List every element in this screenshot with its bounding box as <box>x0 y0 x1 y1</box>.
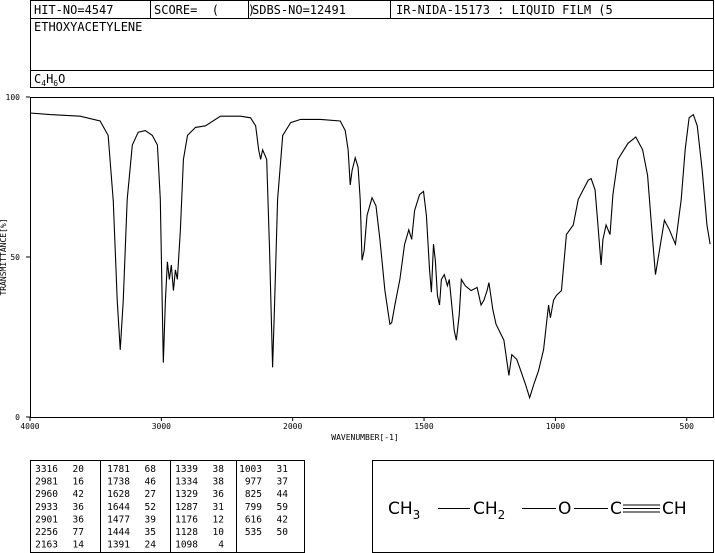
atom: C <box>610 499 622 519</box>
peak-wavenumber: 1477 <box>107 514 130 525</box>
peak-transmittance: 50 <box>277 527 289 538</box>
peak-wavenumber: 1628 <box>107 489 130 500</box>
peak-transmittance: 36 <box>73 514 85 525</box>
peak-transmittance: 36 <box>73 502 85 513</box>
peak-table: 3316 20 2981 16 2960 42 2933 36 2901 36 2256 77 2163… <box>35 460 288 553</box>
x-tick-label: 1000 <box>546 422 565 431</box>
atom-group: CH3 <box>388 499 420 522</box>
x-tick-label: 1500 <box>414 422 433 431</box>
peak-wavenumber: 535 <box>245 527 262 538</box>
peak-wavenumber: 825 <box>245 489 262 500</box>
group: CH <box>473 499 498 519</box>
group-sub: 3 <box>413 508 421 522</box>
peak-transmittance: 68 <box>145 464 157 475</box>
y-tick-label: 0 <box>15 413 20 422</box>
peak-transmittance: 20 <box>73 464 85 475</box>
peak-wavenumber: 3316 <box>35 464 58 475</box>
formula-part: H <box>46 72 53 86</box>
peak-transmittance: 37 <box>277 477 288 488</box>
atom-group: CH <box>662 499 687 519</box>
y-axis-label: TRANSMITTANCE[%] <box>0 218 8 295</box>
peak-transmittance: 12 <box>213 514 224 525</box>
peak-wavenumber: 977 <box>245 477 262 488</box>
peak-transmittance: 42 <box>73 489 84 500</box>
peak-wavenumber: 1176 <box>175 514 198 525</box>
peak-transmittance: 46 <box>145 477 157 488</box>
spectrum-line <box>29 112 711 400</box>
peak-transmittance: 44 <box>277 489 289 500</box>
formula-part: O <box>58 72 65 86</box>
peak-wavenumber: 2163 <box>35 540 58 551</box>
peak-wavenumber: 1781 <box>107 464 130 475</box>
peak-transmittance: 42 <box>277 514 288 525</box>
structure: CH3 CH2 O C CH <box>388 499 687 522</box>
hit-no: HIT-NO=4547 <box>34 3 113 17</box>
y-tick-label: 100 <box>6 93 21 102</box>
peak-wavenumber: 1444 <box>107 527 130 538</box>
group-sub: 2 <box>498 508 506 522</box>
peak-wavenumber: 2901 <box>35 514 58 525</box>
peak-transmittance: 4 <box>218 540 224 551</box>
compound-name: ETHOXYACETYLENE <box>34 20 142 34</box>
peak-wavenumber: 1334 <box>175 477 198 488</box>
peak-wavenumber: 1391 <box>107 540 130 551</box>
header-box <box>30 0 714 88</box>
formula-part: C <box>34 72 41 86</box>
peak-transmittance: 24 <box>145 540 157 551</box>
peak-transmittance: 10 <box>213 527 225 538</box>
peak-wavenumber: 1128 <box>175 527 198 538</box>
x-tick-label: 2000 <box>283 422 302 431</box>
formula-sub: 6 <box>53 79 58 88</box>
peak-transmittance: 77 <box>73 527 84 538</box>
plot: 4000 3000 2000 1500 1000 500 0 50 100 <box>6 93 711 431</box>
peak-wavenumber: 799 <box>245 502 262 513</box>
peak-wavenumber: 1644 <box>107 502 130 513</box>
peak-wavenumber: 1098 <box>175 540 198 551</box>
peak-transmittance: 31 <box>213 502 225 513</box>
peak-wavenumber: 2933 <box>35 502 58 513</box>
peak-transmittance: 14 <box>73 540 85 551</box>
peak-wavenumber: 616 <box>245 514 262 525</box>
peak-wavenumber: 1329 <box>175 489 198 500</box>
peak-transmittance: 16 <box>73 477 85 488</box>
y-tick-label: 50 <box>10 253 20 262</box>
peak-transmittance: 35 <box>145 527 156 538</box>
peak-transmittance: 38 <box>213 464 225 475</box>
peak-wavenumber: 1003 <box>239 464 262 475</box>
peak-wavenumber: 2981 <box>35 477 58 488</box>
formula: C4H6O <box>34 72 65 88</box>
peak-transmittance: 59 <box>277 502 289 513</box>
formula-sub: 4 <box>41 79 46 88</box>
x-tick-label: 500 <box>680 422 695 431</box>
peak-wavenumber: 2256 <box>35 527 58 538</box>
atom-group: CH2 <box>473 499 505 522</box>
x-tick-label: 3000 <box>152 422 171 431</box>
peak-transmittance: 38 <box>213 477 225 488</box>
score: SCORE= ( ) <box>154 3 255 17</box>
atom: O <box>558 499 571 519</box>
peak-transmittance: 27 <box>145 489 156 500</box>
peak-transmittance: 31 <box>277 464 289 475</box>
plot-frame <box>30 97 714 418</box>
peak-transmittance: 36 <box>213 489 225 500</box>
sdbs-no: SDBS-NO=12491 <box>252 3 346 17</box>
x-tick-label: 4000 <box>20 422 39 431</box>
peak-transmittance: 39 <box>145 514 157 525</box>
method: IR-NIDA-15173 : LIQUID FILM (5 <box>396 3 613 17</box>
peak-wavenumber: 1738 <box>107 477 130 488</box>
peak-wavenumber: 1339 <box>175 464 198 475</box>
peak-transmittance: 52 <box>145 502 156 513</box>
peak-wavenumber: 2960 <box>35 489 58 500</box>
peak-wavenumber: 1287 <box>175 502 198 513</box>
group: CH <box>388 499 413 519</box>
x-axis-label: WAVENUMBER[-1] <box>331 433 398 442</box>
